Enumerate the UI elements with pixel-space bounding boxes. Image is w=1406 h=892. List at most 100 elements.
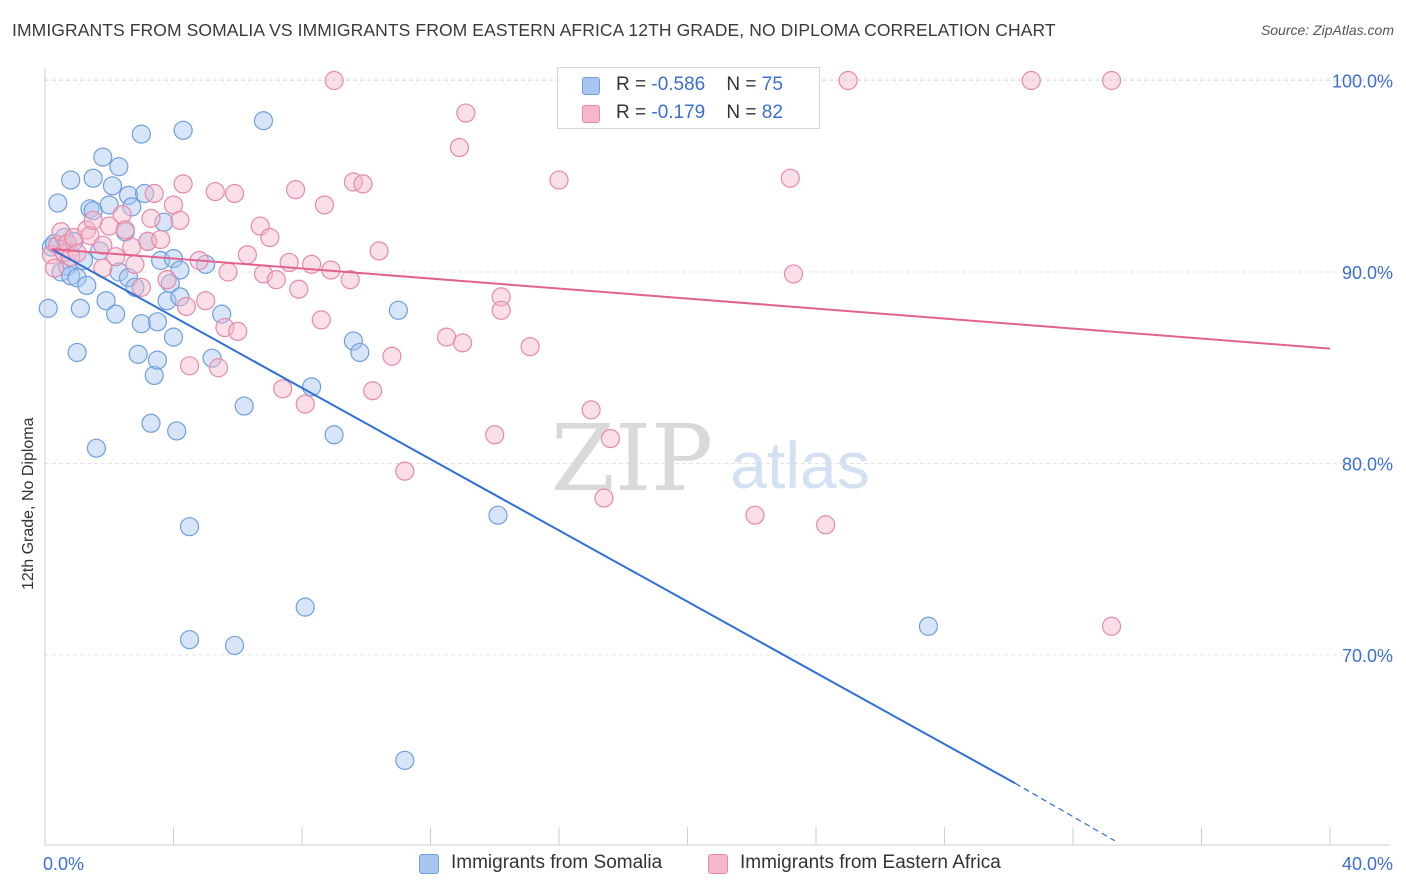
data-point bbox=[382, 346, 402, 366]
data-point bbox=[285, 180, 306, 200]
data-point bbox=[93, 235, 113, 255]
data-point bbox=[295, 597, 315, 617]
data-point bbox=[350, 342, 370, 363]
data-point bbox=[173, 174, 193, 194]
data-point bbox=[816, 515, 836, 535]
data-point bbox=[102, 176, 123, 196]
data-point bbox=[141, 413, 161, 433]
data-point bbox=[485, 425, 505, 445]
source-label: Source: ZipAtlas.com bbox=[1260, 22, 1394, 38]
y-tick-label: 90.0% bbox=[1342, 263, 1393, 283]
data-point bbox=[170, 287, 190, 307]
data-point bbox=[48, 193, 68, 213]
data-point bbox=[581, 400, 601, 420]
data-point bbox=[77, 220, 97, 240]
r-label: R = bbox=[616, 74, 652, 95]
r-label: R = bbox=[616, 102, 652, 123]
data-point bbox=[783, 264, 804, 284]
data-point bbox=[1101, 70, 1122, 91]
eastern-africa-trendline bbox=[51, 248, 1331, 350]
data-point bbox=[157, 270, 177, 290]
somalia-trendline-extension bbox=[1014, 782, 1116, 842]
x-tick-label: 0.0% bbox=[43, 854, 84, 874]
data-point bbox=[838, 70, 858, 91]
n-value: 82 bbox=[761, 102, 783, 123]
data-point bbox=[314, 195, 335, 215]
data-point bbox=[311, 310, 331, 330]
data-point bbox=[228, 321, 248, 341]
data-point bbox=[106, 247, 126, 267]
somalia-swatch bbox=[582, 77, 600, 95]
data-point bbox=[1101, 616, 1122, 636]
data-point bbox=[436, 327, 457, 347]
data-point bbox=[115, 220, 135, 240]
data-point bbox=[343, 172, 363, 192]
data-point bbox=[388, 300, 408, 320]
data-point bbox=[340, 270, 360, 290]
data-point bbox=[179, 356, 200, 376]
data-point bbox=[491, 300, 511, 320]
data-point bbox=[170, 210, 190, 230]
data-point bbox=[1021, 70, 1041, 91]
r-value: -0.586 bbox=[651, 74, 706, 95]
data-point bbox=[99, 216, 119, 236]
data-point bbox=[395, 461, 415, 481]
data-point bbox=[369, 241, 389, 261]
data-point bbox=[745, 505, 765, 525]
data-point bbox=[456, 103, 476, 123]
data-point bbox=[131, 314, 151, 334]
data-point bbox=[549, 170, 569, 190]
y-tick-label: 100.0% bbox=[1332, 72, 1393, 92]
data-point bbox=[134, 183, 155, 204]
data-point bbox=[151, 229, 171, 250]
data-point bbox=[122, 237, 142, 257]
n-label: N = bbox=[726, 74, 762, 95]
data-point bbox=[122, 197, 142, 217]
data-point bbox=[196, 291, 216, 311]
data-point bbox=[273, 379, 293, 399]
data-point bbox=[144, 183, 164, 204]
somalia-points bbox=[38, 111, 939, 770]
data-point bbox=[234, 396, 254, 416]
data-point bbox=[179, 517, 200, 537]
data-point bbox=[363, 381, 383, 401]
data-point bbox=[918, 616, 939, 636]
data-point bbox=[266, 270, 286, 290]
data-point bbox=[70, 298, 90, 318]
somalia-trendline bbox=[50, 248, 1016, 785]
data-point bbox=[83, 210, 103, 230]
data-point bbox=[208, 358, 229, 378]
legend-row-eastern-africa: R = -0.179 N = 82 bbox=[558, 102, 819, 126]
data-point bbox=[61, 170, 81, 190]
data-point bbox=[147, 350, 168, 370]
data-point bbox=[491, 287, 511, 307]
data-point bbox=[343, 331, 363, 351]
data-point bbox=[173, 120, 193, 140]
data-point bbox=[324, 425, 344, 445]
watermark-zip: ZIP bbox=[551, 405, 713, 512]
data-point bbox=[179, 630, 200, 650]
data-point bbox=[295, 394, 315, 414]
data-point bbox=[38, 298, 58, 318]
data-point bbox=[45, 258, 65, 278]
data-point bbox=[205, 181, 225, 202]
y-tick-label: 80.0% bbox=[1342, 455, 1393, 475]
data-point bbox=[395, 750, 415, 770]
data-point bbox=[237, 245, 257, 265]
data-point bbox=[141, 208, 161, 228]
watermark-atlas: atlas bbox=[730, 428, 869, 502]
data-point bbox=[112, 204, 132, 225]
data-point bbox=[109, 157, 129, 177]
data-point bbox=[170, 260, 190, 280]
data-point bbox=[54, 227, 74, 248]
n-value: 75 bbox=[761, 74, 783, 95]
y-axis-label: 12th Grade, No Diploma bbox=[20, 417, 37, 590]
data-point bbox=[80, 199, 100, 219]
data-point bbox=[125, 254, 145, 274]
data-point bbox=[131, 124, 151, 144]
data-point bbox=[289, 279, 309, 299]
data-point bbox=[520, 337, 540, 357]
data-point bbox=[449, 137, 470, 158]
data-point bbox=[224, 183, 245, 204]
data-point bbox=[99, 195, 119, 215]
